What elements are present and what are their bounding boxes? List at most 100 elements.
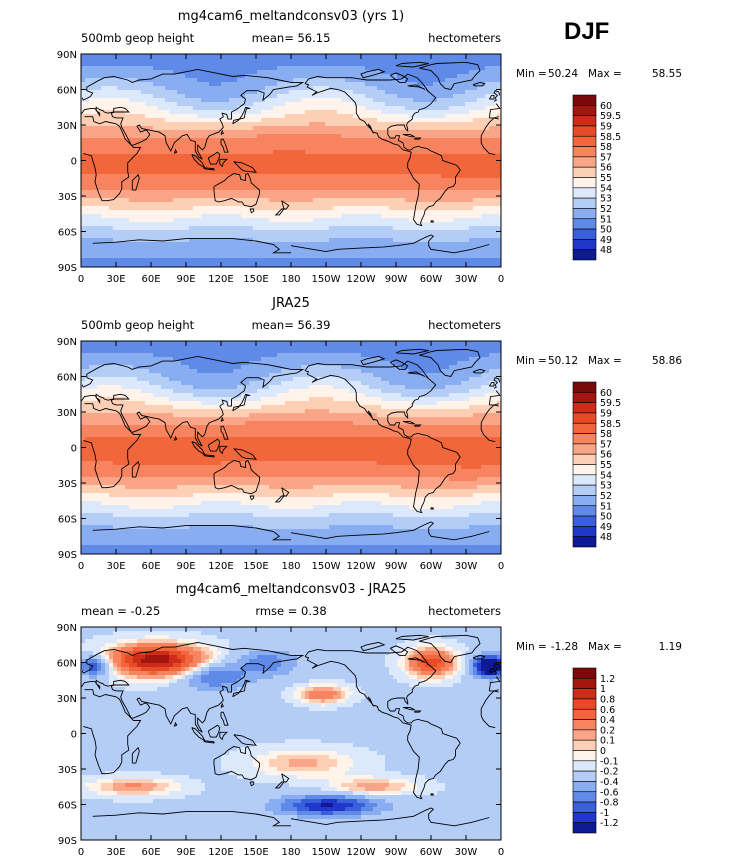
field-cell <box>133 150 138 155</box>
field-cell <box>89 118 94 123</box>
field-cell <box>257 122 262 127</box>
field-cell <box>417 158 422 163</box>
field-cell <box>485 78 490 83</box>
field-cell <box>153 214 158 219</box>
field-cell <box>293 214 298 219</box>
field-cell <box>233 182 238 187</box>
field-cell <box>253 178 258 183</box>
field-cell <box>149 158 154 163</box>
field-cell <box>137 154 142 159</box>
field-cell <box>133 138 138 143</box>
field-cell <box>169 66 174 71</box>
field-cell <box>493 146 498 151</box>
field-cell <box>425 194 430 199</box>
field-cell <box>409 162 414 167</box>
field-cell <box>169 134 174 139</box>
field-cell <box>225 230 230 235</box>
field-cell <box>261 78 266 83</box>
field-cell <box>421 114 426 119</box>
field-cell <box>417 194 422 199</box>
field-cell <box>453 138 458 143</box>
field-cell <box>237 150 242 155</box>
field-cell <box>341 174 346 179</box>
field-cell <box>329 158 334 163</box>
field-cell <box>185 198 190 203</box>
field-cell <box>141 130 146 135</box>
field-cell <box>321 178 326 183</box>
field-cell <box>485 162 490 167</box>
field-cell <box>241 106 246 111</box>
field-cell <box>393 234 398 239</box>
field-cell <box>273 82 278 87</box>
field-cell <box>325 138 330 143</box>
field-cell <box>181 166 186 171</box>
field-cell <box>301 210 306 215</box>
field-cell <box>301 114 306 119</box>
field-cell <box>425 78 430 83</box>
field-cell <box>269 206 274 211</box>
field-cell <box>225 74 230 79</box>
field-cell <box>201 138 206 143</box>
field-cell <box>125 174 130 179</box>
field-cell <box>381 226 386 231</box>
field-cell <box>165 102 170 107</box>
field-cell <box>253 138 258 143</box>
field-cell <box>329 238 334 243</box>
field-cell <box>485 98 490 103</box>
field-cell <box>221 150 226 155</box>
field-cell <box>421 154 426 159</box>
field-cell <box>477 118 482 123</box>
field-cell <box>265 158 270 163</box>
field-cell <box>153 154 158 159</box>
field-cell <box>361 126 366 131</box>
field-cell <box>85 110 90 115</box>
field-cell <box>301 142 306 147</box>
field-cell <box>417 114 422 119</box>
field-cell <box>205 174 210 179</box>
field-cell <box>241 134 246 139</box>
field-cell <box>469 54 474 59</box>
field-cell <box>361 194 366 199</box>
field-cell <box>257 230 262 235</box>
field-cell <box>369 194 374 199</box>
field-cell <box>341 210 346 215</box>
field-cell <box>305 98 310 103</box>
field-cell <box>469 130 474 135</box>
field-cell <box>353 238 358 243</box>
field-cell <box>389 186 394 191</box>
field-cell <box>325 170 330 175</box>
field-cell <box>341 234 346 239</box>
field-cell <box>353 138 358 143</box>
field-cell <box>313 234 318 239</box>
field-cell <box>317 102 322 107</box>
field-cell <box>441 134 446 139</box>
field-cell <box>297 146 302 151</box>
field-cell <box>153 194 158 199</box>
field-cell <box>305 226 310 231</box>
field-cell <box>489 74 494 79</box>
field-cell <box>349 114 354 119</box>
field-cell <box>181 230 186 235</box>
field-cell <box>281 114 286 119</box>
field-cell <box>469 178 474 183</box>
field-cell <box>449 106 454 111</box>
field-cell <box>385 134 390 139</box>
field-cell <box>313 226 318 231</box>
field-cell <box>465 186 470 191</box>
field-cell <box>349 206 354 211</box>
field-cell <box>481 82 486 87</box>
field-cell <box>165 222 170 227</box>
field-cell <box>173 126 178 131</box>
field-cell <box>153 58 158 63</box>
field-cell <box>489 62 494 67</box>
field-cell <box>81 106 86 111</box>
field-cell <box>389 154 394 159</box>
field-cell <box>125 94 130 99</box>
field-cell <box>257 214 262 219</box>
field-cell <box>321 150 326 155</box>
field-cell <box>281 90 286 95</box>
field-cell <box>101 242 106 247</box>
field-cell <box>217 118 222 123</box>
field-cell <box>489 234 494 239</box>
field-cell <box>349 234 354 239</box>
